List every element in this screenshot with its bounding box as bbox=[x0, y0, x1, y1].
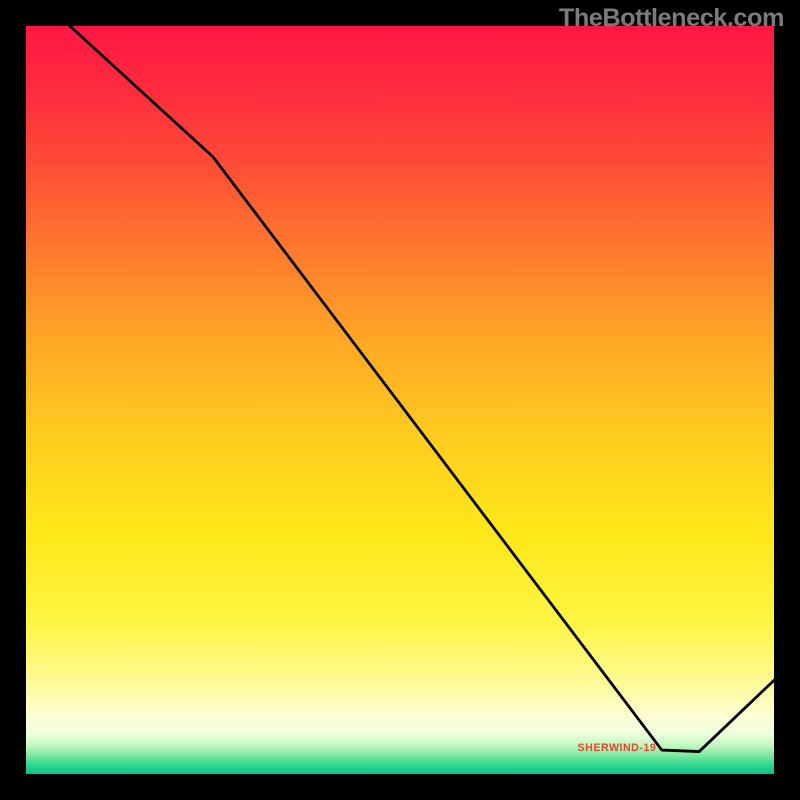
bottom-accent-label: SHERWIND-19 bbox=[578, 742, 657, 754]
series-polyline bbox=[37, 26, 774, 752]
plot-area: SHERWIND-19 bbox=[26, 26, 774, 774]
chart-root: { "canvas": { "width": 800, "height": 80… bbox=[0, 0, 800, 800]
series-line bbox=[26, 26, 774, 774]
